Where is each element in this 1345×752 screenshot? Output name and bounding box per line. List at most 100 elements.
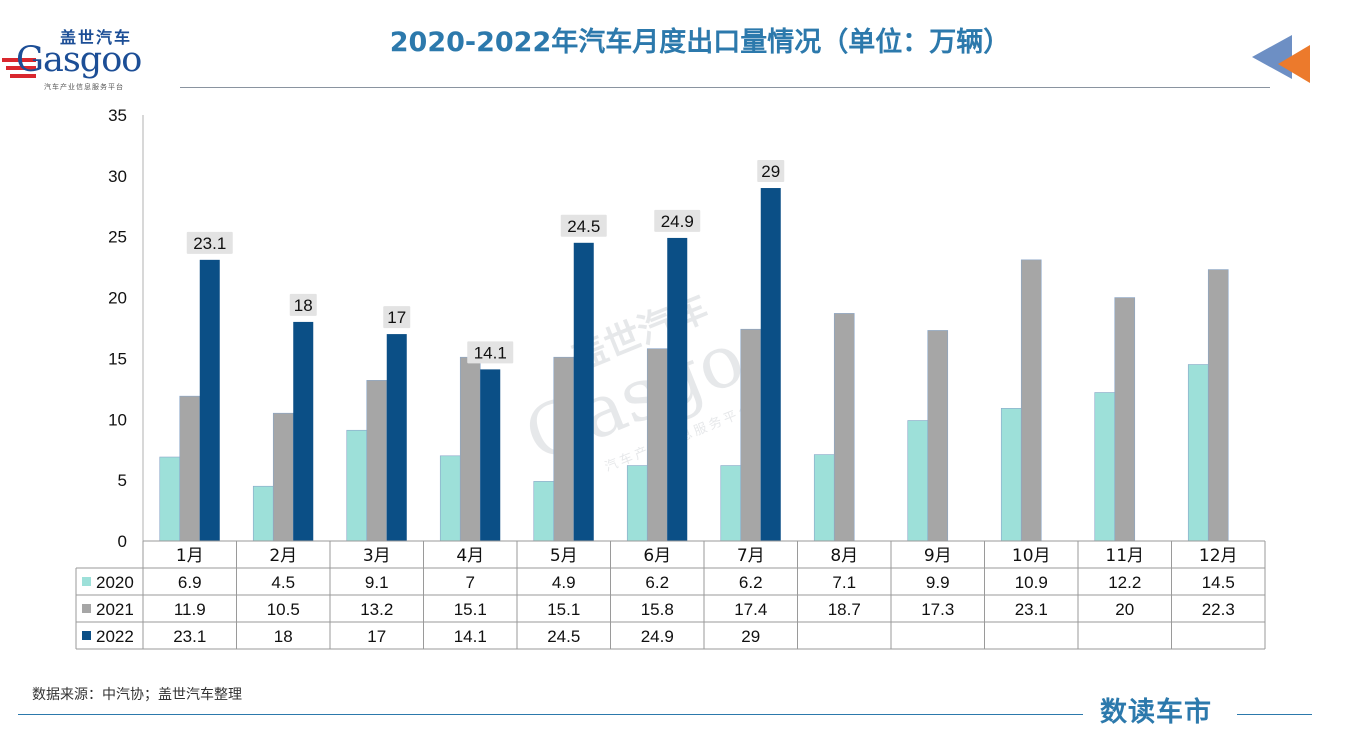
bar-2022-3	[386, 334, 407, 541]
legend-label-2021: 2021	[96, 600, 134, 619]
bar-2020-6	[626, 465, 648, 542]
table-cell: 17.4	[734, 600, 767, 619]
y-tick-label: 5	[118, 471, 127, 490]
table-cell: 22.3	[1202, 600, 1235, 619]
category-label: 10月	[1012, 546, 1051, 566]
table-cell: 4.9	[552, 573, 576, 592]
bar-2020-11	[1094, 392, 1116, 542]
bar-2020-3	[346, 429, 368, 542]
category-label: 2月	[269, 546, 297, 566]
bar-2021-10	[1020, 259, 1042, 542]
table-cell: 14.5	[1202, 573, 1235, 592]
table-cell: 20	[1115, 600, 1134, 619]
table-cell: 6.9	[178, 573, 202, 592]
bar-2021-8	[833, 313, 855, 542]
data-label: 29	[761, 162, 780, 181]
table-cell: 7	[466, 573, 475, 592]
table-cell: 14.1	[454, 627, 487, 646]
bar-2022-7	[760, 188, 781, 541]
data-label: 24.9	[661, 212, 694, 231]
category-label: 8月	[830, 546, 858, 566]
data-label: 24.5	[567, 217, 600, 236]
category-label: 1月	[176, 546, 204, 566]
data-label: 23.1	[193, 234, 226, 253]
table-cell: 17	[367, 627, 386, 646]
bar-2022-1	[199, 259, 220, 541]
category-label: 6月	[643, 546, 671, 566]
table-cell: 9.9	[926, 573, 950, 592]
table-cell: 17.3	[921, 600, 954, 619]
category-label: 5月	[550, 546, 578, 566]
data-label-bg	[560, 214, 607, 237]
table-cell: 29	[741, 627, 760, 646]
logo-cn-text: 盖世汽车	[60, 28, 133, 47]
table-cell: 23.1	[173, 627, 206, 646]
table-cell: 15.1	[454, 600, 487, 619]
data-labels: 23.1 18 17 14.1 24.5 24.9 29	[186, 160, 785, 364]
bar-2020-4	[439, 455, 461, 542]
bar-2021-4	[459, 356, 481, 542]
y-axis: 0 5 10 15 20 25 30 35	[108, 106, 144, 551]
legend-swatch-2021	[82, 604, 91, 613]
data-label-bg	[186, 231, 233, 254]
y-tick-label: 10	[108, 410, 127, 429]
category-label: 4月	[456, 546, 484, 566]
y-tick-label: 25	[108, 228, 127, 247]
table-cell: 24.9	[641, 627, 674, 646]
data-table: 1月 2月 3月 4月 5月 6月 7月 8月 9月 10月 11月 12月 2020 6.9 4.5 9.1…	[75, 540, 1266, 650]
table-cell: 11.9	[174, 600, 206, 619]
legend-label-2022: 2022	[96, 627, 134, 646]
bar-2020-1	[159, 456, 181, 542]
bar-2022-5	[573, 242, 594, 542]
table-cell: 23.1	[1015, 600, 1048, 619]
data-label-bg	[289, 293, 317, 316]
bar-2020-2	[252, 485, 274, 542]
category-label: 3月	[363, 546, 391, 566]
gasgoo-logo: 盖世汽车 Gasgoo 汽车产业信息服务平台	[0, 18, 175, 94]
table-cell: 6.2	[645, 573, 669, 592]
category-label: 12月	[1199, 546, 1238, 566]
logo-sub-text: 汽车产业信息服务平台	[44, 83, 124, 91]
bar-2021-5	[553, 356, 575, 542]
bar-2022-2	[293, 321, 314, 541]
footer-divider-right	[1237, 714, 1312, 715]
y-tick-label: 15	[108, 349, 127, 368]
bar-2021-11	[1114, 297, 1136, 542]
table-cell: 4.5	[271, 573, 295, 592]
category-label: 7月	[737, 546, 765, 566]
bar-2021-1	[179, 395, 201, 542]
bar-2020-7	[720, 465, 742, 542]
table-cell: 18.7	[828, 600, 861, 619]
bar-2020-9	[907, 420, 929, 542]
bar-2021-9	[927, 330, 949, 542]
brand-mark: 数读车市	[1100, 697, 1212, 728]
legend-swatch-2022	[82, 631, 91, 640]
data-label: 17	[387, 308, 406, 327]
data-label-bg	[383, 306, 411, 329]
table-cell: 10.9	[1015, 573, 1048, 592]
table-cell: 9.1	[365, 573, 389, 592]
category-label: 9月	[924, 546, 952, 566]
bar-2020-10	[1000, 408, 1022, 542]
bar-2020-12	[1187, 364, 1209, 542]
data-label-bg	[654, 209, 701, 232]
legend-label-2020: 2020	[96, 573, 134, 592]
bar-2022-4	[480, 369, 501, 541]
table-cell: 10.5	[267, 600, 300, 619]
table-cell: 18	[274, 627, 293, 646]
bar-2021-2	[272, 412, 294, 542]
footer-divider	[18, 714, 1083, 715]
table-cell: 6.2	[739, 573, 763, 592]
bar-2020-8	[813, 454, 835, 542]
y-tick-label: 20	[108, 289, 127, 308]
logo-stripes-icon	[2, 58, 36, 78]
table-cell: 13.2	[360, 600, 393, 619]
y-tick-label: 30	[108, 167, 127, 186]
table-cell: 24.5	[547, 627, 580, 646]
bar-2021-3	[366, 380, 388, 542]
bar-2022-6	[667, 237, 688, 541]
title-divider	[180, 87, 1270, 88]
corner-arrow-icon	[1252, 35, 1310, 83]
data-label-bg	[757, 160, 785, 183]
